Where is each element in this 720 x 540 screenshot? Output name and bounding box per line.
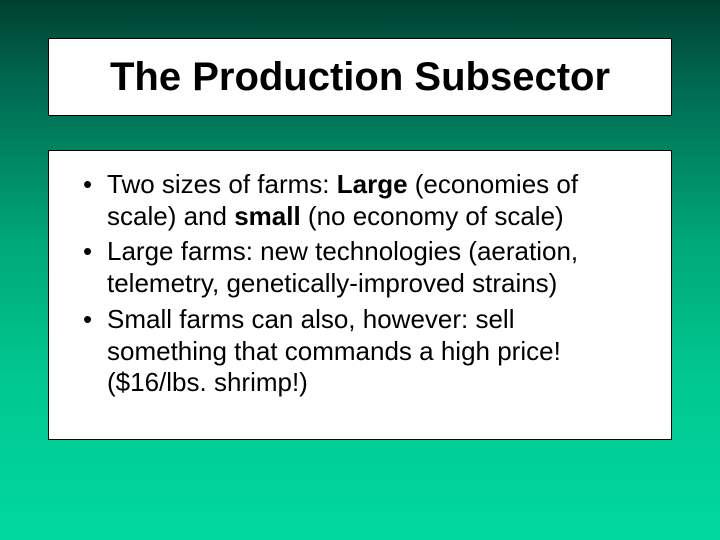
bullet-item: Large farms: new technologies (aeration,… — [79, 236, 641, 299]
bullet-item: Small farms can also, however: sell some… — [79, 304, 641, 399]
text-run: Two sizes of farms: — [107, 169, 337, 199]
text-run: (no economy of scale) — [301, 201, 564, 231]
body-container: Two sizes of farms: Large (economies of … — [48, 150, 672, 440]
text-run: Large — [337, 169, 408, 199]
text-run: small — [234, 201, 301, 231]
text-run: Large farms: new technologies (aeration,… — [107, 236, 578, 298]
slide-title: The Production Subsector — [110, 55, 610, 100]
text-run: Small farms can also, however: sell some… — [107, 304, 561, 397]
bullet-item: Two sizes of farms: Large (economies of … — [79, 169, 641, 232]
bullet-list: Two sizes of farms: Large (economies of … — [79, 169, 641, 399]
title-container: The Production Subsector — [48, 38, 672, 116]
